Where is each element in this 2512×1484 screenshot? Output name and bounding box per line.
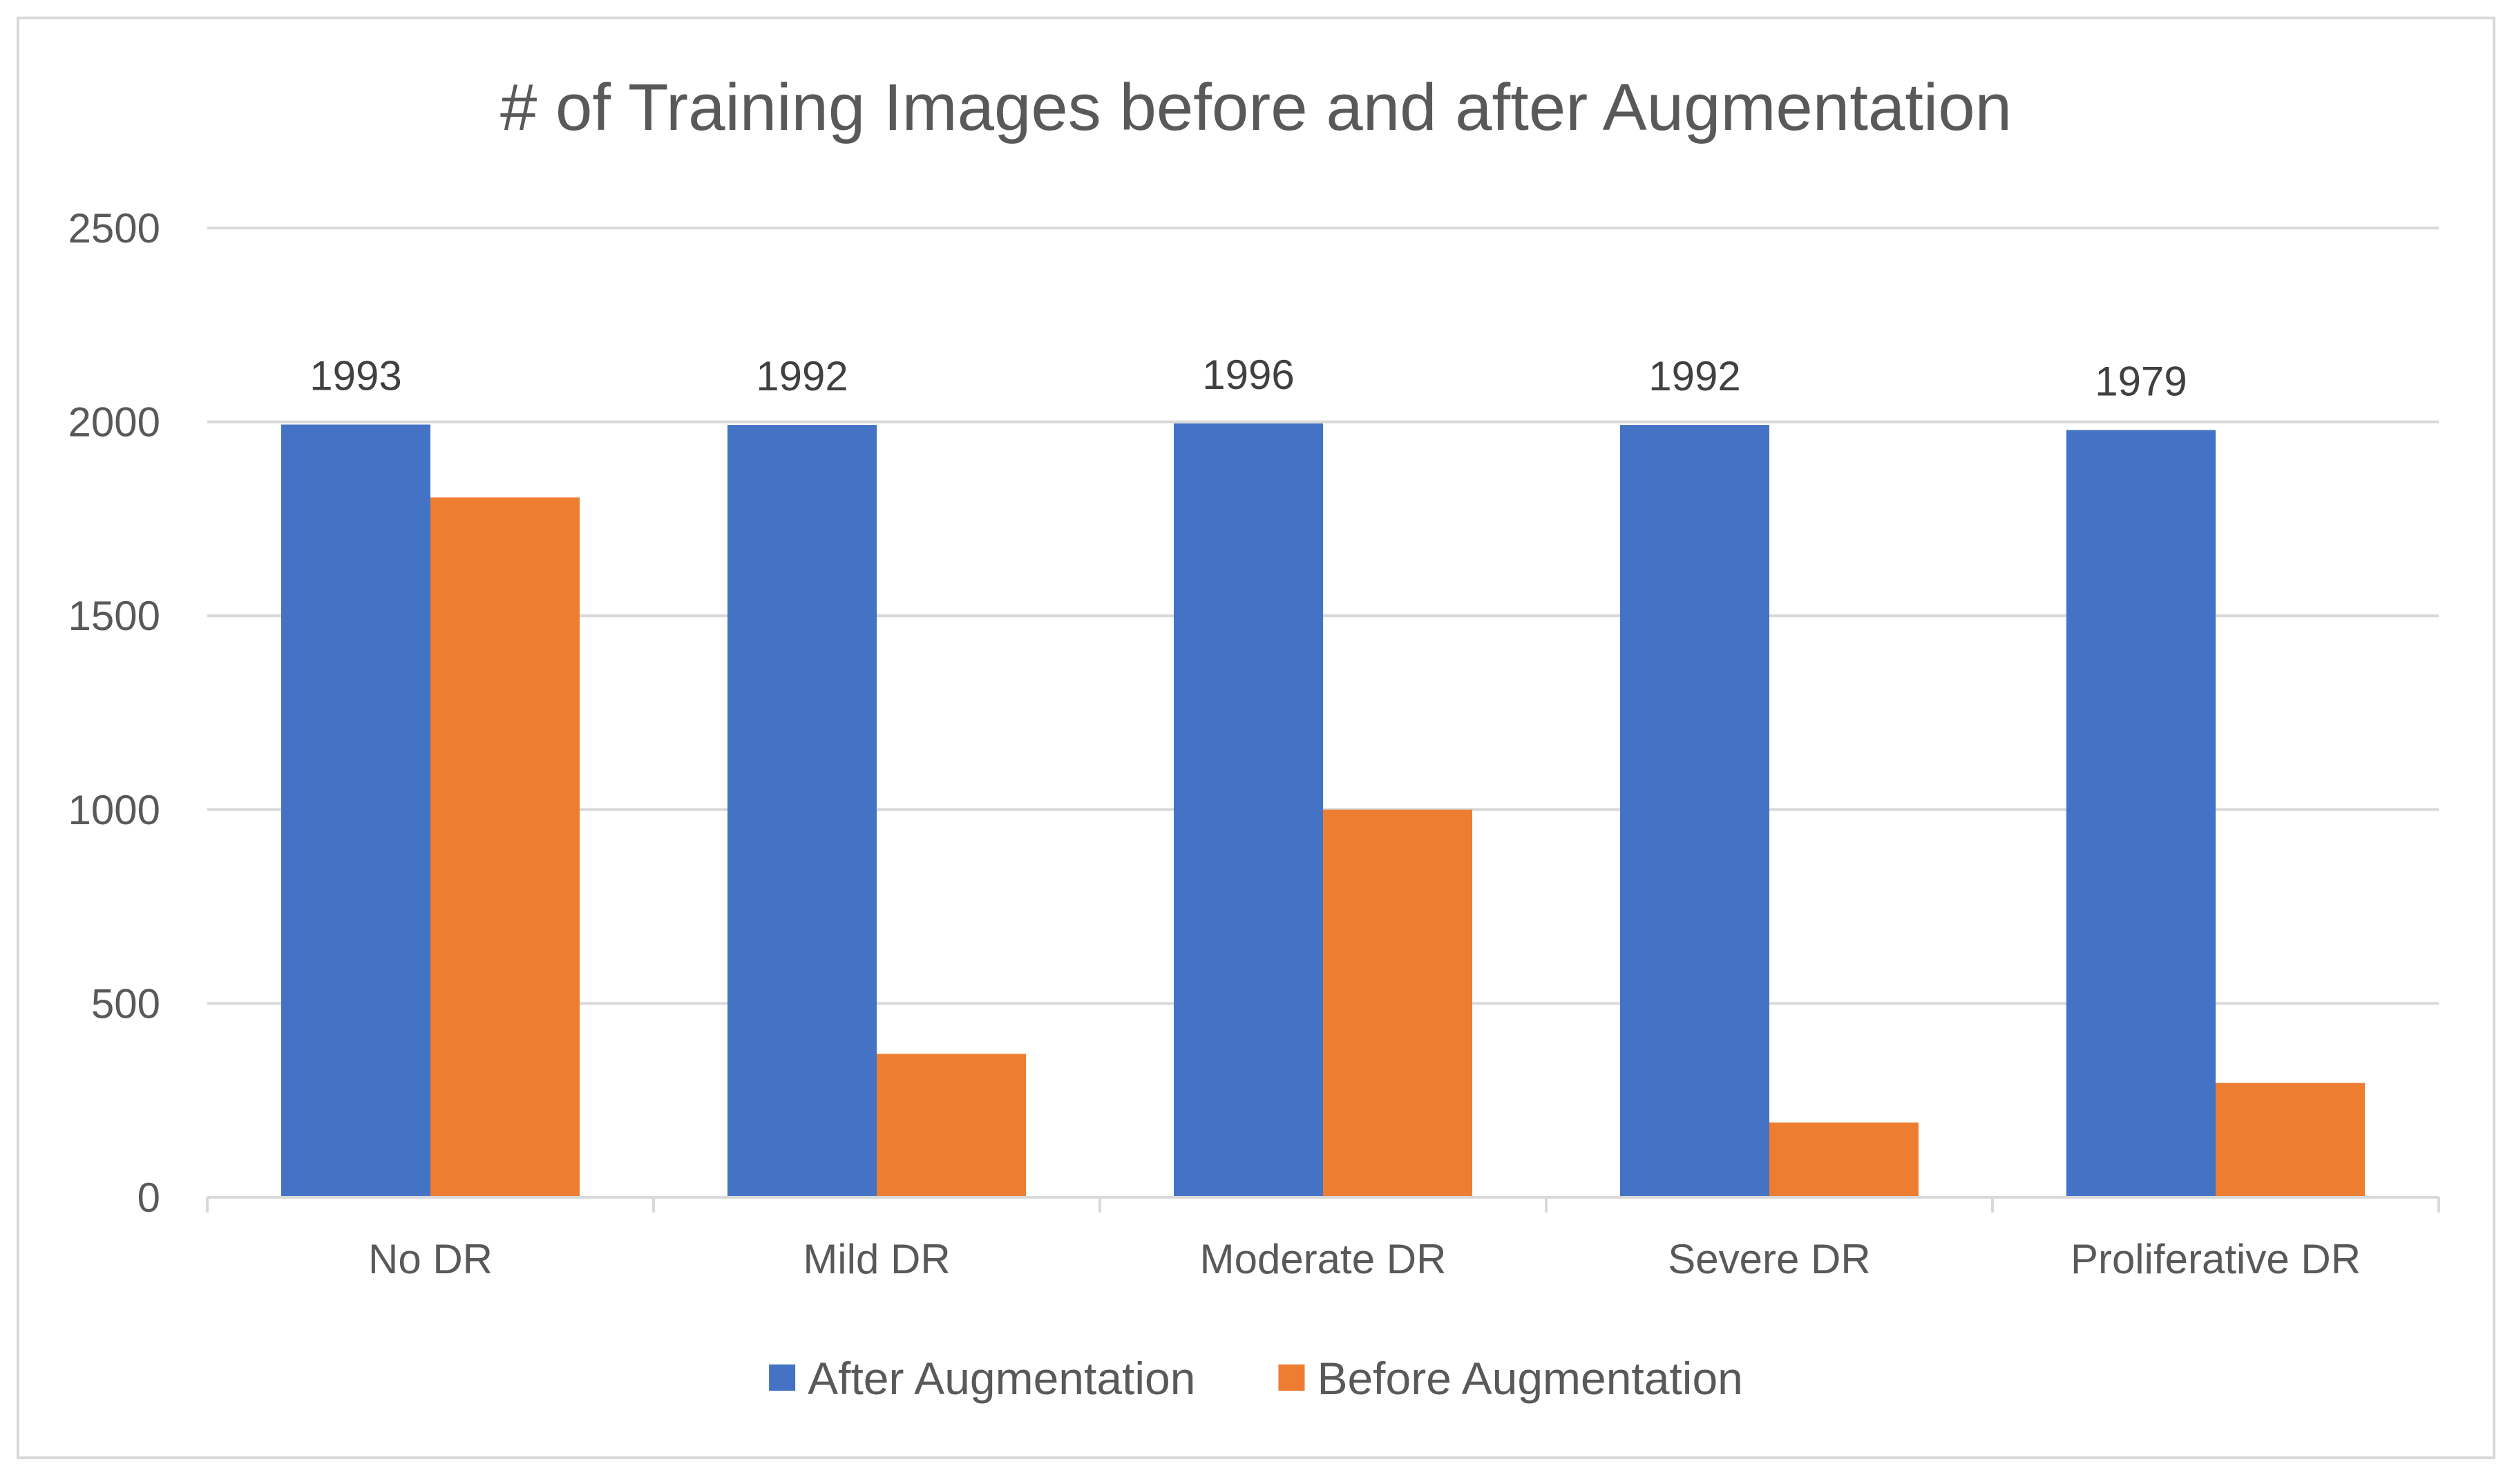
x-tick-label: Severe DR <box>1668 1236 1870 1282</box>
x-axis-tick-labels: No DR Mild DR Moderate DR Severe DR Prolifer… <box>368 1236 2361 1282</box>
y-tick-label: 2500 <box>68 205 160 251</box>
bar-before-augmentation <box>1323 809 1472 1197</box>
x-tick-label: Proliferative DR <box>2071 1236 2361 1282</box>
legend-swatch <box>769 1364 796 1391</box>
y-tick-label: 500 <box>91 980 160 1027</box>
data-label: 1992 <box>756 353 848 399</box>
bar-after-augmentation <box>1174 423 1323 1198</box>
y-tick-label: 2000 <box>68 399 160 446</box>
bars <box>281 423 2365 1198</box>
legend-item-before-augmentation: Before Augmentation <box>1278 1353 1743 1404</box>
legend-label: After Augmentation <box>808 1353 1195 1404</box>
legend-swatch <box>1278 1364 1305 1391</box>
x-tick-label: Moderate DR <box>1200 1236 1447 1282</box>
y-axis-tick-labels: 0 500 1000 1500 2000 2500 <box>68 205 160 1221</box>
bar-before-augmentation <box>2216 1083 2365 1197</box>
bar-after-augmentation <box>281 424 430 1198</box>
x-axis <box>206 1196 2440 1212</box>
bar-before-augmentation <box>877 1054 1026 1197</box>
x-tick-label: Mild DR <box>803 1236 950 1282</box>
bar-after-augmentation <box>1620 425 1769 1197</box>
x-tick-label: No DR <box>368 1236 493 1282</box>
bar-after-augmentation <box>727 425 877 1197</box>
data-label: 1992 <box>1648 353 1740 399</box>
legend-label: Before Augmentation <box>1317 1353 1742 1404</box>
bar-before-augmentation <box>1769 1122 1919 1197</box>
bar-before-augmentation <box>430 497 580 1197</box>
data-label: 1993 <box>310 353 401 399</box>
data-label: 1979 <box>2095 358 2187 404</box>
chart-title: # of Training Images before and after Au… <box>500 70 2012 144</box>
legend-item-after-augmentation: After Augmentation <box>769 1353 1195 1404</box>
data-label: 1996 <box>1202 352 1294 398</box>
y-tick-label: 0 <box>137 1174 160 1221</box>
y-tick-label: 1000 <box>68 787 160 833</box>
y-tick-label: 1500 <box>68 593 160 639</box>
legend: After Augmentation Before Augmentation <box>769 1353 1743 1404</box>
bar-after-augmentation <box>2066 430 2216 1197</box>
data-labels: 1993 1992 1996 1992 1979 <box>310 352 2187 405</box>
